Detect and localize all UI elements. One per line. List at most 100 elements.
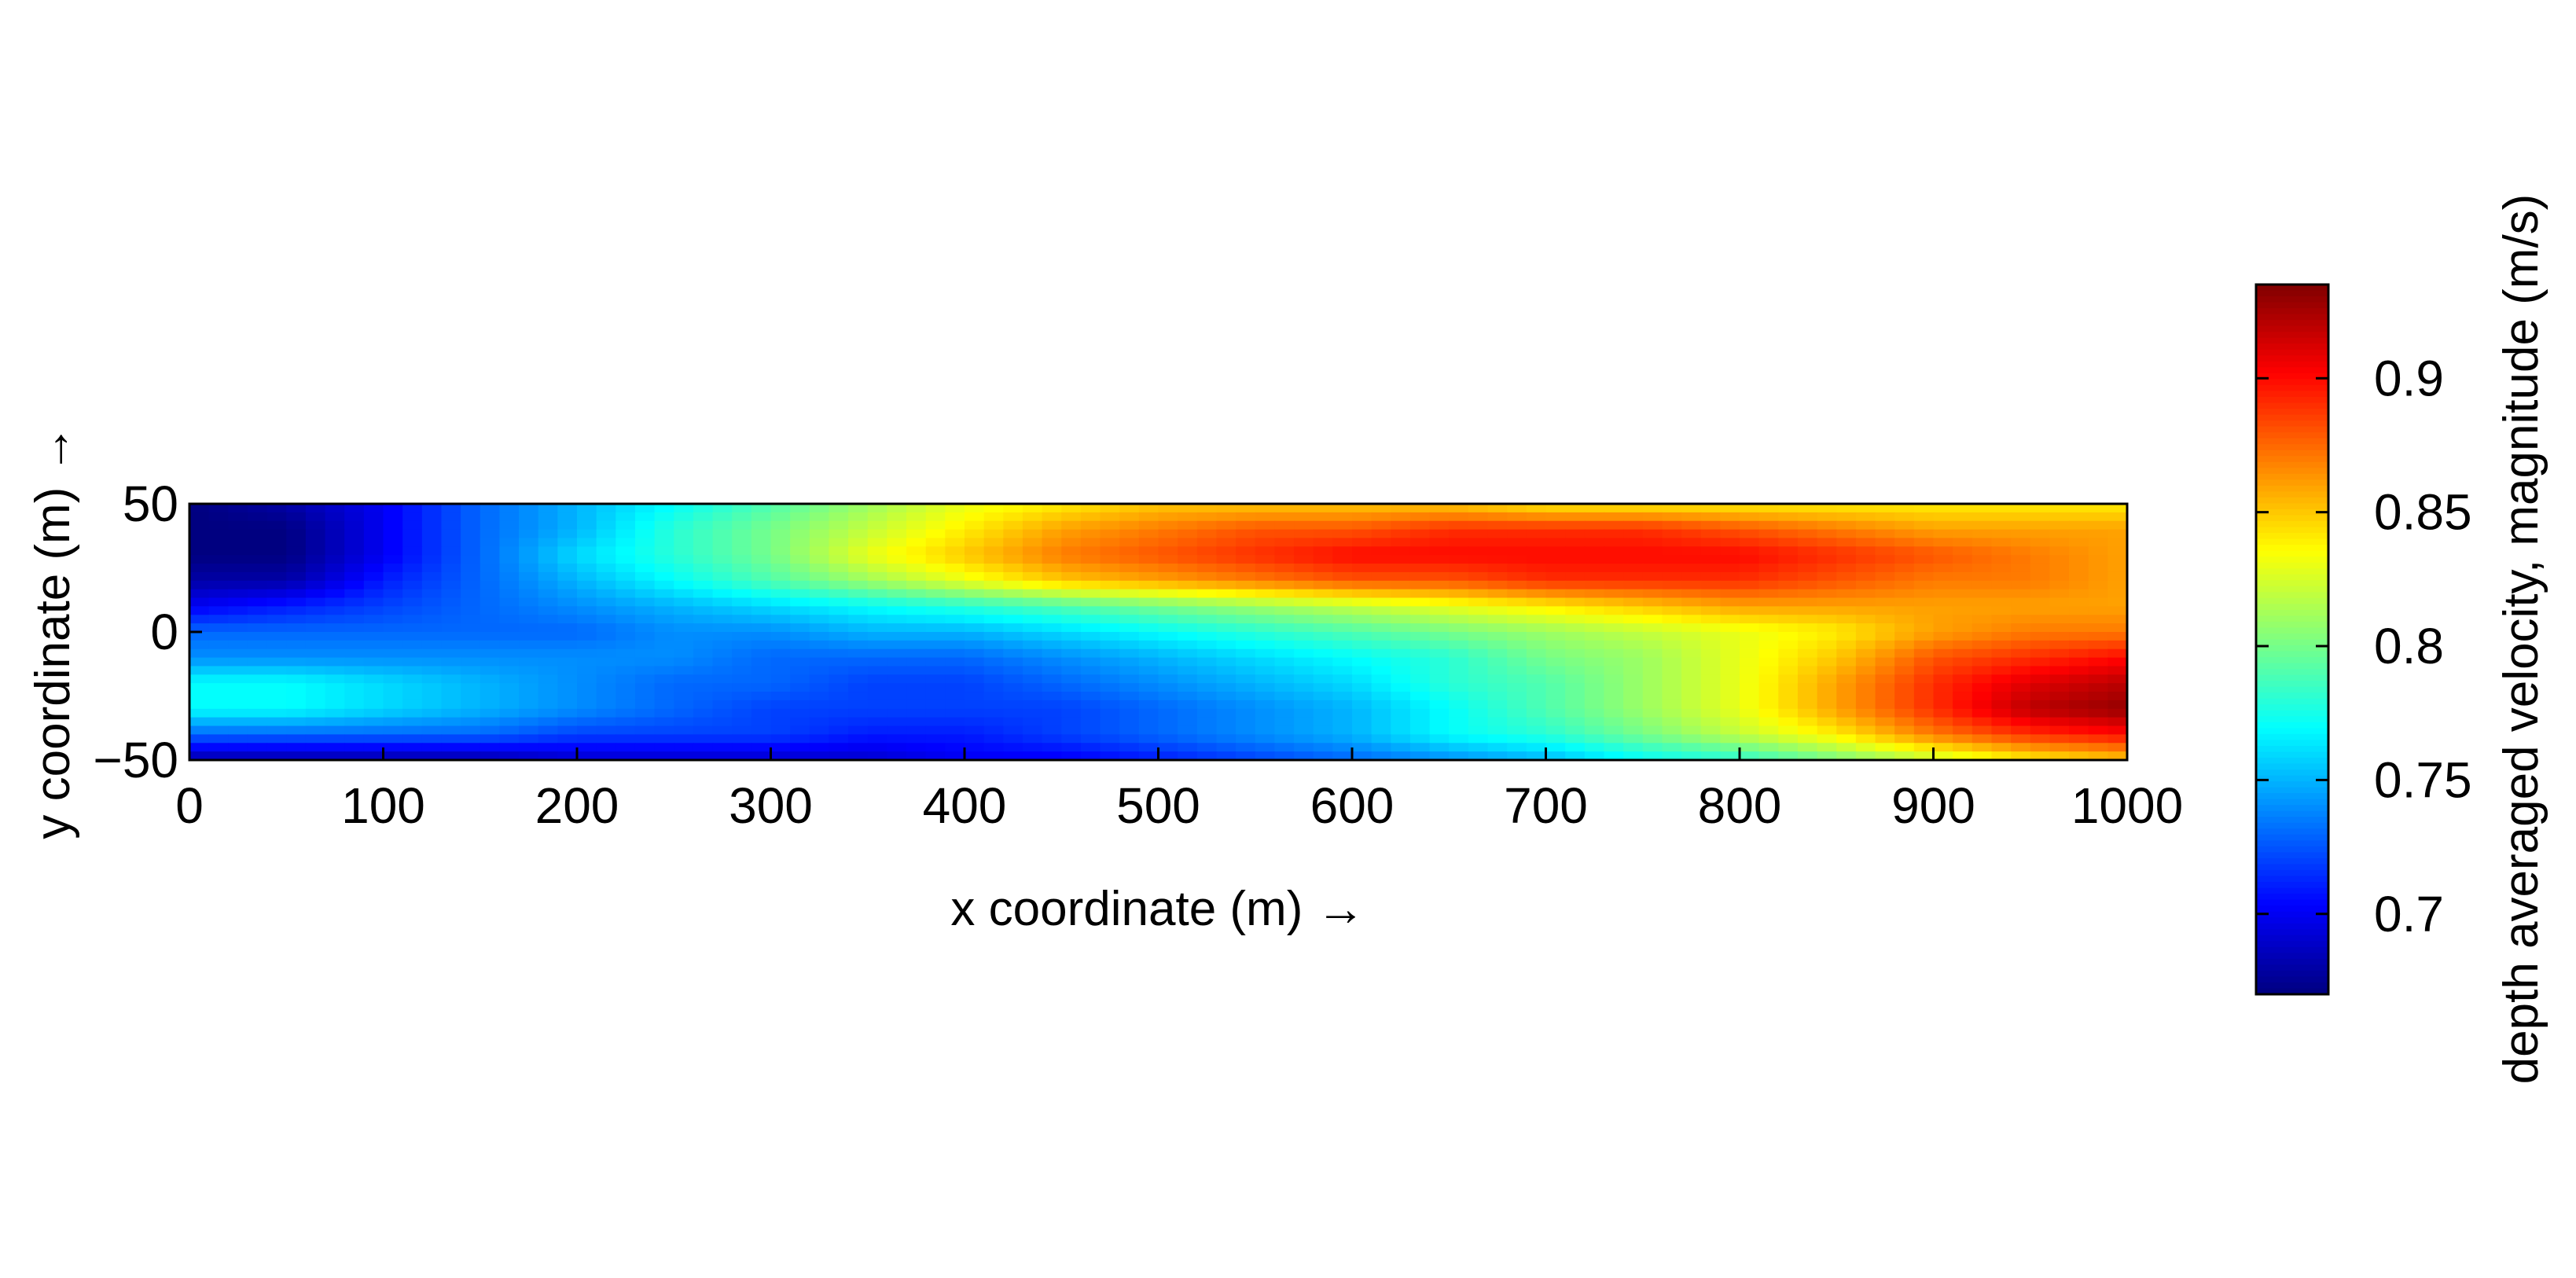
heatmap-cell <box>616 529 636 539</box>
heatmap-cell <box>1409 555 1431 564</box>
heatmap-cell <box>732 743 752 752</box>
heatmap-cell <box>1584 640 1605 650</box>
heatmap-cell <box>1991 657 2012 667</box>
heatmap-cell <box>344 615 365 624</box>
heatmap-cell <box>557 589 578 599</box>
heatmap-cell <box>596 615 617 624</box>
heatmap-cell <box>1740 538 1760 548</box>
heatmap-cell <box>208 717 230 727</box>
heatmap-cell <box>1003 632 1023 641</box>
heatmap-cell <box>809 683 830 692</box>
heatmap-cell <box>480 512 501 522</box>
heatmap-cell <box>1371 734 1392 744</box>
heatmap-cell <box>732 640 752 650</box>
heatmap-cell <box>2011 734 2031 744</box>
heatmap-cell <box>1758 640 1780 650</box>
heatmap-cell <box>1526 589 1547 599</box>
heatmap-cell <box>247 512 268 522</box>
heatmap-cell <box>712 708 733 718</box>
heatmap-cell <box>751 717 772 727</box>
heatmap-cell <box>1875 725 1895 736</box>
heatmap-cell <box>480 674 501 684</box>
colorbar-segment <box>2256 751 2328 758</box>
heatmap-cell <box>2069 615 2089 624</box>
heatmap-cell <box>887 657 907 667</box>
heatmap-cell <box>1158 734 1178 744</box>
heatmap-cell <box>1138 717 1159 727</box>
heatmap-cell <box>1758 666 1780 676</box>
heatmap-cell <box>732 504 752 513</box>
heatmap-cell <box>616 571 636 582</box>
heatmap-cell <box>538 546 559 556</box>
heatmap-cell <box>1700 640 1722 650</box>
heatmap-cell <box>1100 683 1120 692</box>
heatmap-cell <box>887 725 907 736</box>
heatmap-cell <box>1604 623 1624 633</box>
heatmap-cell <box>363 648 384 659</box>
heatmap-cell <box>266 725 288 736</box>
heatmap-cell <box>441 564 461 573</box>
heatmap-cell <box>654 597 675 608</box>
heatmap-cell <box>693 666 714 676</box>
heatmap-cell <box>1391 700 1411 710</box>
heatmap-cell <box>945 751 965 761</box>
heatmap-cell <box>1681 529 1702 539</box>
heatmap-cell <box>1584 632 1605 641</box>
heatmap-cell <box>1836 734 1857 744</box>
heatmap-cell <box>2069 700 2089 710</box>
heatmap-cell <box>770 580 791 590</box>
heatmap-cell <box>712 571 733 582</box>
heatmap-cell <box>402 538 423 548</box>
heatmap-cell <box>1623 606 1644 616</box>
heatmap-cell <box>325 538 345 548</box>
colorbar-segment <box>2256 314 2328 321</box>
heatmap-cell <box>1604 564 1624 573</box>
heatmap-cell <box>577 640 597 650</box>
heatmap-cell <box>596 725 617 736</box>
heatmap-cell <box>363 666 384 676</box>
heatmap-cell <box>499 674 520 684</box>
heatmap-cell <box>1545 580 1566 590</box>
heatmap-cell <box>441 683 461 692</box>
heatmap-cell <box>1855 571 1876 582</box>
heatmap-cell <box>674 589 694 599</box>
heatmap-cell <box>1604 520 1624 531</box>
heatmap-cell <box>751 648 772 659</box>
heatmap-cell <box>848 504 869 513</box>
heatmap-cell <box>1700 725 1722 736</box>
heatmap-cell <box>2011 640 2031 650</box>
heatmap-cell <box>1332 512 1353 522</box>
heatmap-cell <box>1662 725 1682 736</box>
heatmap-cell <box>965 725 985 736</box>
heatmap-cell <box>441 674 461 684</box>
heatmap-cell <box>770 504 791 513</box>
heatmap-cell <box>1953 589 1973 599</box>
heatmap-cell <box>848 700 869 710</box>
heatmap-cell <box>1565 640 1586 650</box>
heatmap-cell <box>712 674 733 684</box>
colorbar-segment <box>2256 710 2328 718</box>
heatmap-cell <box>189 657 210 667</box>
heatmap-cell <box>1042 615 1063 624</box>
heatmap-cell <box>616 623 636 633</box>
heatmap-cell <box>1216 529 1237 539</box>
heatmap-cell <box>2030 751 2051 761</box>
heatmap-cell <box>402 546 423 556</box>
heatmap-cell <box>1855 589 1876 599</box>
heatmap-cell <box>1332 751 1353 761</box>
heatmap-cell <box>809 555 830 564</box>
heatmap-cell <box>325 615 345 624</box>
heatmap-cell <box>809 615 830 624</box>
heatmap-cell <box>557 657 578 667</box>
heatmap-cell <box>228 708 248 718</box>
heatmap-cell <box>189 512 210 522</box>
heatmap-cell <box>1294 538 1314 548</box>
heatmap-cell <box>1391 623 1411 633</box>
heatmap-cell <box>441 546 461 556</box>
heatmap-cell <box>1642 504 1663 513</box>
heatmap-cell <box>654 657 675 667</box>
heatmap-cell <box>1255 529 1276 539</box>
heatmap-cell <box>383 504 403 513</box>
heatmap-cell <box>809 529 830 539</box>
heatmap-cell <box>1236 606 1256 616</box>
